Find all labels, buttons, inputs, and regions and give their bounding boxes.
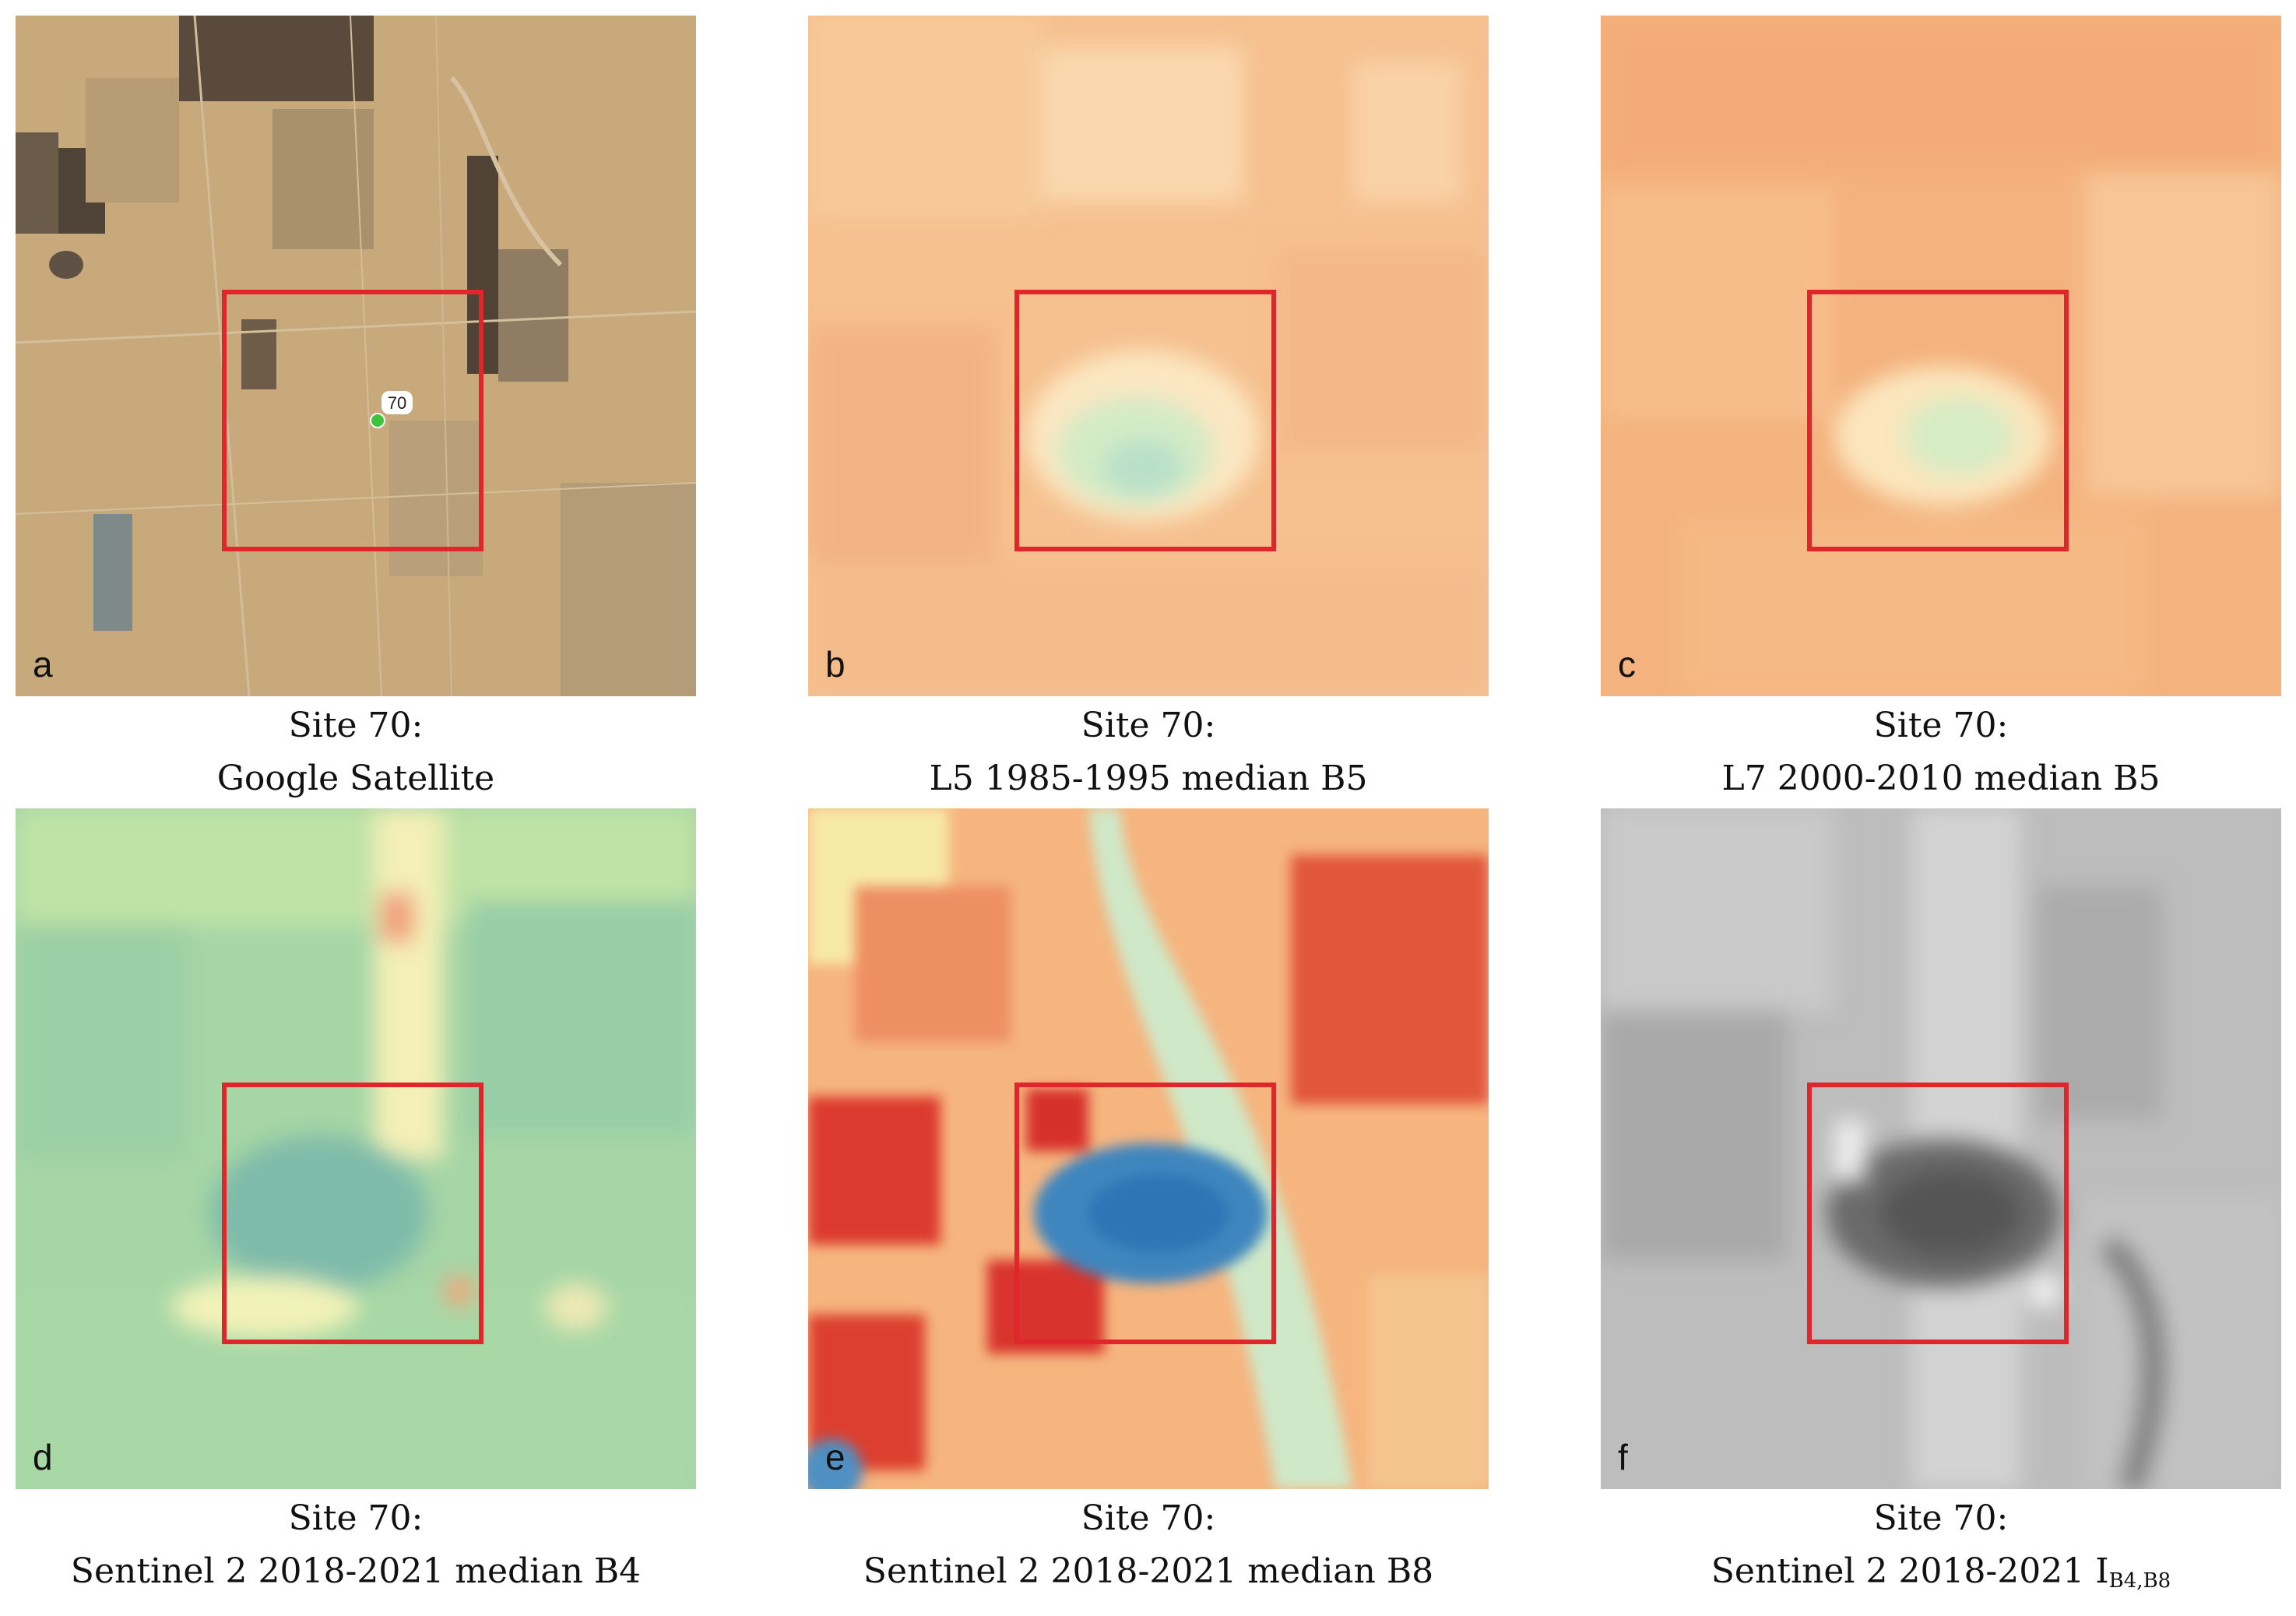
caption-line2: Sentinel 2 2018-2021 IB4,B8 <box>1601 1545 2281 1607</box>
caption-line1: Site 70: <box>1081 1498 1216 1538</box>
panel-letter: e <box>825 1437 846 1477</box>
highlight-box <box>222 1083 483 1344</box>
s2-index-image <box>1601 808 2281 1489</box>
highlight-box <box>1014 290 1276 551</box>
caption: Site 70: Sentinel 2 2018-2021 IB4,B8 <box>1601 1492 2281 1607</box>
satellite-image <box>16 16 696 696</box>
panel-b: b Site 70: L5 1985-1995 median B5 <box>808 16 1489 805</box>
s2-b4-image <box>16 808 696 1489</box>
site-marker-overlay: 70 <box>222 290 483 551</box>
site-marker-label: 70 <box>388 393 406 413</box>
caption-line1: Site 70: <box>1873 1498 2009 1538</box>
caption-line1: Site 70: <box>288 1498 424 1538</box>
panel-letter: b <box>825 644 846 685</box>
l7-b5-image <box>1601 16 2281 696</box>
highlight-box <box>1014 1083 1276 1344</box>
caption-line1: Site 70: <box>1081 706 1216 745</box>
site-marker-icon <box>370 413 385 428</box>
caption: Site 70: L5 1985-1995 median B5 <box>808 699 1489 805</box>
highlight-box <box>1807 290 2069 551</box>
caption: Site 70: L7 2000-2010 median B5 <box>1601 699 2281 805</box>
panel-e: e Site 70: Sentinel 2 2018-2021 median B… <box>808 808 1489 1598</box>
caption-line2: L7 2000-2010 median B5 <box>1721 759 2161 798</box>
image-s2-index: f <box>1601 808 2281 1489</box>
caption-line2: Sentinel 2 2018-2021 median B4 <box>70 1551 642 1591</box>
image-google-satellite: 70 a <box>16 16 696 696</box>
caption-line1: Site 70: <box>288 706 424 745</box>
image-l7-b5: c <box>1601 16 2281 696</box>
panel-letter: a <box>33 644 53 685</box>
l5-b5-image <box>808 16 1489 696</box>
caption: Site 70: Sentinel 2 2018-2021 median B8 <box>808 1492 1489 1598</box>
highlight-box <box>222 290 483 551</box>
caption-line1: Site 70: <box>1873 706 2009 745</box>
image-s2-b4: d <box>16 808 696 1489</box>
panel-c: c Site 70: L7 2000-2010 median B5 <box>1601 16 2281 805</box>
caption-line2: L5 1985-1995 median B5 <box>929 759 1368 798</box>
caption-line2-text: Sentinel 2 2018-2021 I <box>1711 1551 2109 1591</box>
caption: Site 70: Google Satellite <box>16 699 696 805</box>
panel-letter: f <box>1618 1437 1628 1477</box>
image-l5-b5: b <box>808 16 1489 696</box>
panel-d: d Site 70: Sentinel 2 2018-2021 median B… <box>16 808 696 1598</box>
caption-line2: Sentinel 2 2018-2021 median B8 <box>863 1551 1434 1591</box>
panel-f: f Site 70: Sentinel 2 2018-2021 IB4,B8 <box>1601 808 2281 1607</box>
caption-line2-subscript: B4,B8 <box>2108 1569 2171 1593</box>
panel-letter: d <box>33 1437 53 1477</box>
panel-letter: c <box>1618 644 1636 685</box>
caption: Site 70: Sentinel 2 2018-2021 median B4 <box>16 1492 696 1598</box>
caption-line2: Google Satellite <box>216 759 495 798</box>
highlight-box <box>1807 1083 2069 1344</box>
image-s2-b8: e <box>808 808 1489 1489</box>
panel-a: 70 a Site 70: Google Satellite <box>16 16 696 805</box>
s2-b8-image <box>808 808 1489 1489</box>
